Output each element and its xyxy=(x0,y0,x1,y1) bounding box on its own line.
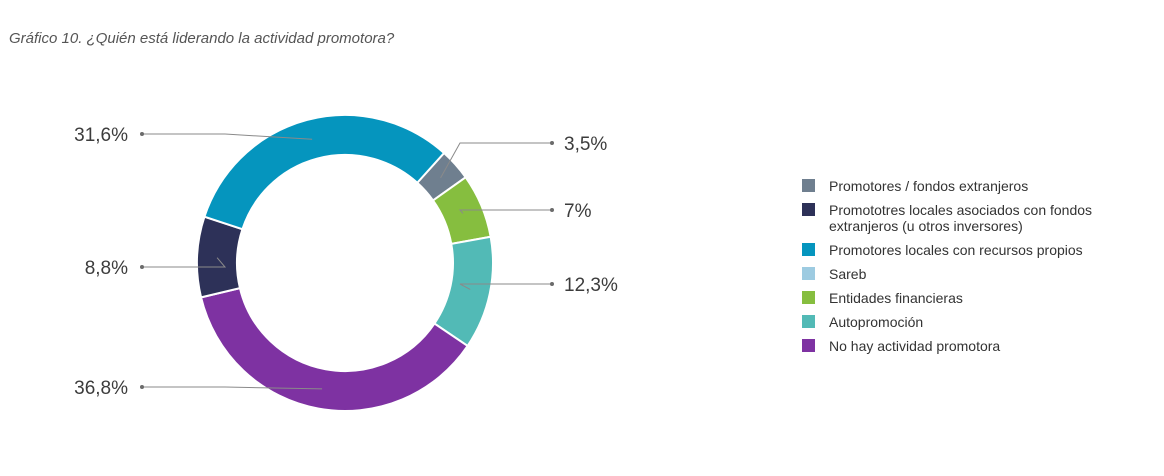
legend-label: Entidades financieras xyxy=(829,290,963,306)
leader-line xyxy=(440,142,552,179)
legend-label: No hay actividad promotora xyxy=(829,338,1001,354)
legend-label: Promototres locales asociados con fondos… xyxy=(829,202,1093,234)
leader-line xyxy=(142,133,313,140)
legend: Promotores / fondos extranjeros Promotot… xyxy=(802,178,1132,362)
slice-value-label: 36,8% xyxy=(74,378,128,399)
legend-swatch xyxy=(802,315,815,328)
legend-swatch xyxy=(802,267,815,280)
slice-value-label: 3,5% xyxy=(564,134,607,155)
leader-dot xyxy=(550,141,554,145)
legend-item: Sareb xyxy=(802,266,1132,282)
legend-item: Promotores / fondos extranjeros xyxy=(802,178,1132,194)
legend-item: No hay actividad promotora xyxy=(802,338,1132,354)
legend-item: Autopromoción xyxy=(802,314,1132,330)
legend-swatch xyxy=(802,339,815,352)
donut-slice xyxy=(199,286,469,412)
legend-swatch xyxy=(802,179,815,192)
legend-label: Promotores / fondos extranjeros xyxy=(829,178,1029,194)
slice-value-label: 8,8% xyxy=(85,258,128,279)
chart-title: Gráfico 10. ¿Quién está liderando la act… xyxy=(9,30,395,47)
leader-dot xyxy=(140,132,144,136)
leader-dot xyxy=(140,265,144,269)
legend-item: Entidades financieras xyxy=(802,290,1132,306)
leader-dot xyxy=(550,282,554,286)
leader-dot xyxy=(550,208,554,212)
leader-dot xyxy=(140,385,144,389)
legend-label: Sareb xyxy=(829,266,867,282)
legend-item: Promototres locales asociados con fondos… xyxy=(802,202,1132,234)
legend-swatch xyxy=(802,291,815,304)
leader-line xyxy=(142,386,323,390)
legend-swatch xyxy=(802,203,815,216)
slice-value-label: 31,6% xyxy=(74,125,128,146)
leader-line xyxy=(142,257,227,268)
donut-slice xyxy=(196,215,244,299)
legend-swatch xyxy=(802,243,815,256)
leader-line xyxy=(459,283,552,290)
legend-item: Promotores locales con recursos propios xyxy=(802,242,1132,258)
leader-line xyxy=(458,209,552,214)
donut-chart: 3,5% 7% 12,3% 36,8% 8,8% 31,6% xyxy=(74,114,618,412)
legend-label: Promotores locales con recursos propios xyxy=(829,242,1083,258)
legend-label: Autopromoción xyxy=(829,314,924,330)
donut-slice xyxy=(203,114,446,231)
slice-value-label: 12,3% xyxy=(564,275,618,296)
slice-value-label: 7% xyxy=(564,201,592,222)
